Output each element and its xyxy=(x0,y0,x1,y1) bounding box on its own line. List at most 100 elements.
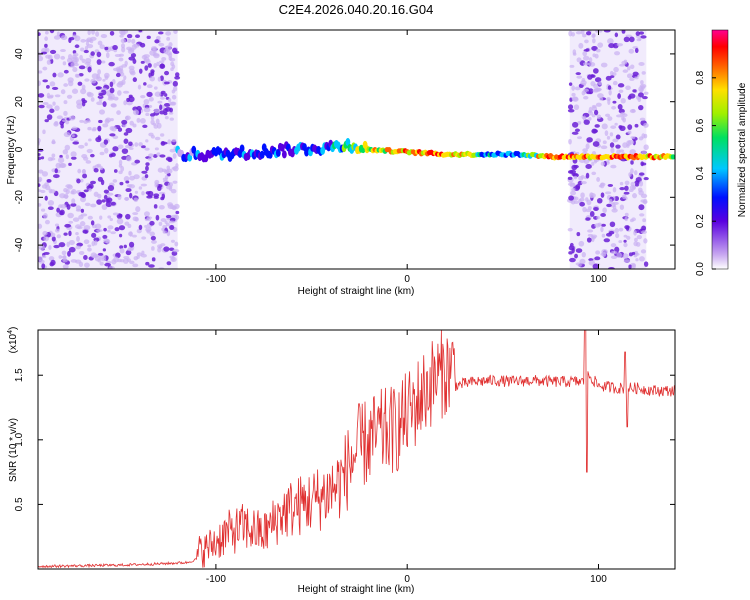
noise-point xyxy=(131,234,137,238)
noise-point xyxy=(54,105,60,111)
noise-point xyxy=(582,206,587,213)
noise-point xyxy=(51,139,56,144)
noise-point xyxy=(629,77,635,81)
noise-point xyxy=(58,242,66,248)
noise-point xyxy=(94,223,102,230)
noise-point xyxy=(631,251,636,256)
noise-point xyxy=(109,218,114,222)
noise-point xyxy=(53,35,61,40)
noise-point xyxy=(118,213,123,218)
noise-point xyxy=(128,65,135,71)
noise-point xyxy=(87,244,92,248)
noise-scatter xyxy=(38,30,649,269)
noise-point xyxy=(99,151,105,156)
noise-point xyxy=(112,179,118,183)
noise-point xyxy=(65,154,70,160)
noise-point xyxy=(63,187,68,193)
noise-point xyxy=(614,196,620,202)
noise-point xyxy=(153,193,160,198)
noise-point xyxy=(606,135,611,140)
noise-point xyxy=(128,170,132,176)
noise-point xyxy=(168,42,173,47)
noise-point xyxy=(146,216,153,220)
noise-point xyxy=(589,193,596,198)
noise-point xyxy=(125,250,132,256)
noise-point xyxy=(629,149,636,155)
noise-point xyxy=(79,221,86,227)
noise-point xyxy=(99,166,104,171)
noise-point xyxy=(573,104,580,111)
noise-point xyxy=(66,204,71,210)
noise-point xyxy=(160,196,165,201)
noise-point xyxy=(38,183,41,188)
noise-point xyxy=(68,246,76,253)
noise-point xyxy=(163,81,170,85)
noise-point xyxy=(596,87,602,92)
noise-point xyxy=(600,62,608,68)
noise-point xyxy=(618,240,623,244)
noise-point xyxy=(56,234,62,239)
colorbar: 0.0 0.2 0.4 0.6 0.8 Normalized spectral ampl… xyxy=(695,29,748,276)
noise-point xyxy=(116,110,121,115)
noise-point xyxy=(642,218,647,223)
noise-point xyxy=(606,203,612,208)
noise-point xyxy=(171,94,177,100)
noise-point xyxy=(623,239,627,243)
noise-point xyxy=(588,117,592,121)
noise-point xyxy=(586,137,593,143)
noise-point xyxy=(100,34,108,39)
noise-point xyxy=(575,31,582,35)
noise-point xyxy=(71,126,78,131)
noise-point xyxy=(53,53,61,60)
noise-point xyxy=(168,111,174,115)
noise-point xyxy=(135,206,141,213)
noise-point xyxy=(101,204,108,211)
chart-title: C2E4.2026.040.20.16.G04 xyxy=(279,2,434,17)
noise-point xyxy=(582,33,587,38)
noise-point xyxy=(597,93,604,99)
noise-point xyxy=(593,206,599,211)
noise-point xyxy=(91,240,96,247)
noise-point xyxy=(96,86,101,90)
noise-point xyxy=(585,163,592,170)
noise-point xyxy=(38,256,43,262)
noise-point xyxy=(112,67,120,72)
noise-point xyxy=(124,221,130,226)
snr-x-tick-label: 100 xyxy=(590,574,607,585)
noise-point xyxy=(103,139,109,145)
noise-point xyxy=(567,176,573,181)
noise-point xyxy=(62,61,67,66)
noise-point xyxy=(42,129,46,135)
noise-point xyxy=(153,108,160,114)
noise-point xyxy=(605,75,612,81)
noise-point xyxy=(123,100,127,106)
colorbar-tick-label: 0.2 xyxy=(695,214,706,228)
noise-point xyxy=(125,188,132,193)
noise-point xyxy=(588,62,596,67)
noise-point xyxy=(147,157,153,161)
noise-point xyxy=(71,88,79,94)
noise-point xyxy=(614,122,618,126)
colorbar-tick-label: 0.8 xyxy=(695,70,706,84)
noise-point xyxy=(628,36,635,43)
signal-point xyxy=(345,138,351,147)
noise-point xyxy=(117,81,124,86)
noise-point xyxy=(569,169,576,175)
noise-point xyxy=(49,30,55,34)
noise-point xyxy=(141,191,145,196)
signal-point xyxy=(275,148,281,157)
noise-point xyxy=(623,36,630,43)
noise-point xyxy=(126,184,133,188)
noise-point xyxy=(628,48,635,54)
noise-point xyxy=(607,184,614,187)
noise-point xyxy=(107,229,111,233)
noise-point xyxy=(103,238,110,243)
noise-point xyxy=(131,38,136,44)
noise-point xyxy=(80,47,85,52)
noise-point xyxy=(585,31,592,36)
noise-point xyxy=(146,91,153,98)
noise-point xyxy=(572,97,579,102)
noise-point xyxy=(639,213,645,217)
noise-point xyxy=(630,64,635,70)
noise-point xyxy=(630,168,634,175)
